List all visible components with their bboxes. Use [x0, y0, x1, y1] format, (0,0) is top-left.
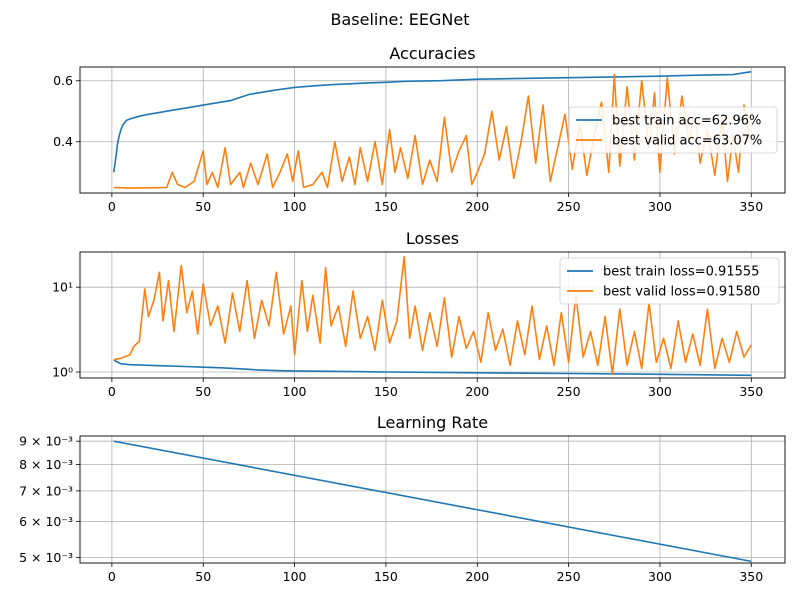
series-line-1: [113, 255, 752, 375]
x-tick-label: 250: [557, 199, 581, 214]
y-tick-label: 7 × 10⁻³: [19, 483, 73, 498]
axes-frame: [79, 435, 786, 564]
panel-title: Accuracies: [389, 44, 475, 63]
legend-box: [559, 257, 780, 305]
series-line-0: [113, 440, 752, 563]
series-line-0: [113, 359, 752, 377]
panel-title: Losses: [406, 229, 459, 248]
x-tick-label: 200: [465, 569, 489, 584]
y-tick-label: 8 × 10⁻³: [19, 457, 73, 472]
x-tick-label: 250: [557, 569, 581, 584]
series-line-0: [112, 70, 752, 173]
x-tick-label: 200: [465, 384, 489, 399]
x-tick-label: 50: [195, 199, 211, 214]
legend-box: [568, 106, 778, 154]
x-tick-label: 100: [283, 199, 307, 214]
x-tick-label: 150: [374, 569, 398, 584]
x-tick-label: 50: [195, 569, 211, 584]
x-tick-label: 300: [648, 569, 672, 584]
x-tick-label: 0: [108, 384, 116, 399]
y-tick-label: 10¹: [52, 280, 73, 295]
legend-label: best valid loss=0.91580: [603, 285, 760, 300]
y-tick-label: 0.4: [53, 134, 73, 149]
panel-0: Accuracies 0 50 100 150 200 250 300 350 0.4 0.6 bes…: [53, 44, 786, 214]
legend: best train acc=62.96% best valid acc=63.0…: [568, 106, 778, 154]
x-tick-label: 350: [739, 569, 763, 584]
legend-label: best train acc=62.96%: [612, 114, 761, 129]
y-tick-label: 5 × 10⁻³: [19, 550, 73, 565]
axes-frame: [79, 251, 786, 379]
x-tick-label: 350: [739, 384, 763, 399]
y-tick-label: 0.6: [53, 73, 73, 88]
x-tick-label: 150: [374, 384, 398, 399]
x-tick-label: 300: [648, 384, 672, 399]
panel-1: Losses 0 50 100 150 200 250 300 350 10⁰ 10¹ best tr…: [52, 229, 786, 399]
series-line-1: [113, 73, 753, 189]
legend-label: best valid acc=63.07%: [612, 134, 762, 149]
x-tick-label: 200: [465, 199, 489, 214]
x-tick-label: 300: [648, 199, 672, 214]
x-tick-label: 350: [739, 199, 763, 214]
x-tick-label: 0: [108, 569, 116, 584]
panel-title: Learning Rate: [377, 413, 488, 432]
panel-2: Learning Rate 0 50 100 150 200 250 300 350 5 × 10…: [19, 413, 786, 584]
figure-suptitle: Baseline: EEGNet: [330, 10, 469, 29]
legend-label: best train loss=0.91555: [603, 265, 759, 280]
x-tick-label: 100: [283, 384, 307, 399]
x-tick-label: 100: [283, 569, 307, 584]
x-tick-label: 0: [108, 199, 116, 214]
y-tick-label: 10⁰: [52, 365, 73, 380]
y-tick-label: 6 × 10⁻³: [19, 514, 73, 529]
x-tick-label: 50: [195, 384, 211, 399]
y-tick-label: 9 × 10⁻³: [19, 434, 73, 449]
x-tick-label: 150: [374, 199, 398, 214]
axes-frame: [79, 66, 786, 194]
legend: best train loss=0.91555 best valid loss=0…: [559, 257, 780, 305]
x-tick-label: 250: [557, 384, 581, 399]
